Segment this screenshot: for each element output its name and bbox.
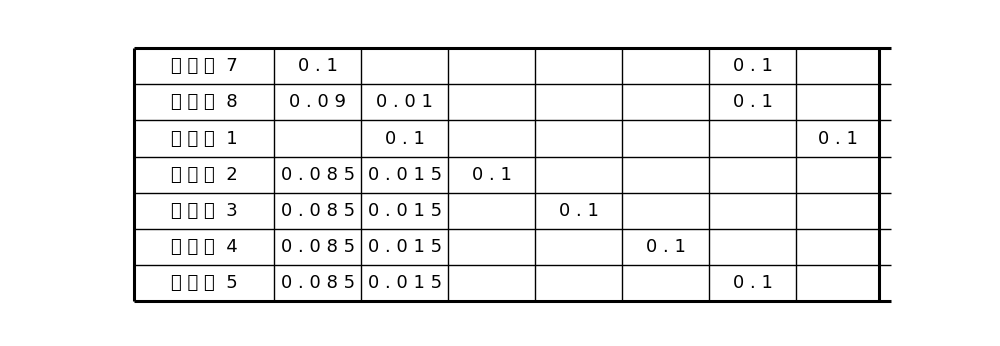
Text: 0 . 1: 0 . 1 [298, 57, 338, 75]
Text: 对 比 例  5: 对 比 例 5 [171, 274, 238, 292]
Text: 0 . 0 1 5: 0 . 0 1 5 [368, 274, 442, 292]
Text: 0 . 0 8 5: 0 . 0 8 5 [281, 202, 355, 220]
Text: 对 比 例  3: 对 比 例 3 [171, 202, 238, 220]
Text: 0 . 0 9: 0 . 0 9 [289, 93, 346, 111]
Text: 0 . 1: 0 . 1 [646, 238, 686, 256]
Text: 0 . 0 1 5: 0 . 0 1 5 [368, 166, 442, 184]
Text: 0 . 1: 0 . 1 [559, 202, 599, 220]
Text: 0 . 0 1: 0 . 0 1 [376, 93, 433, 111]
Text: 0 . 1: 0 . 1 [385, 129, 425, 148]
Text: 0 . 0 8 5: 0 . 0 8 5 [281, 274, 355, 292]
Text: 0 . 0 8 5: 0 . 0 8 5 [281, 238, 355, 256]
Text: 0 . 1: 0 . 1 [733, 274, 773, 292]
Text: 0 . 1: 0 . 1 [472, 166, 512, 184]
Text: 0 . 1: 0 . 1 [733, 57, 773, 75]
Text: 0 . 1: 0 . 1 [818, 129, 858, 148]
Text: 0 . 0 1 5: 0 . 0 1 5 [368, 202, 442, 220]
Text: 对 比 例  2: 对 比 例 2 [171, 166, 238, 184]
Text: 实 施 例  8: 实 施 例 8 [171, 93, 238, 111]
Text: 实 施 例  7: 实 施 例 7 [171, 57, 238, 75]
Text: 0 . 0 1 5: 0 . 0 1 5 [368, 238, 442, 256]
Text: 对 比 例  4: 对 比 例 4 [171, 238, 238, 256]
Text: 0 . 0 8 5: 0 . 0 8 5 [281, 166, 355, 184]
Text: 0 . 1: 0 . 1 [733, 93, 773, 111]
Text: 对 比 例  1: 对 比 例 1 [171, 129, 238, 148]
